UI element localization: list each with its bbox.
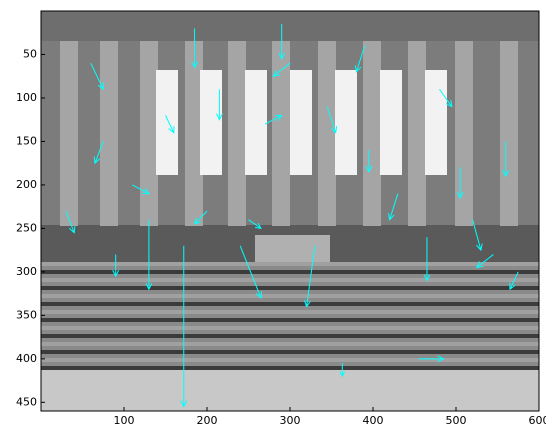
window — [380, 70, 402, 175]
column — [60, 41, 78, 226]
step — [41, 342, 539, 346]
page: {"chart_data": {"type": "quiver", "xlim"… — [0, 0, 546, 429]
window — [156, 70, 178, 175]
window — [425, 70, 447, 175]
step — [41, 310, 539, 314]
step — [41, 318, 539, 322]
x-tick-label: 100 — [114, 414, 135, 427]
column — [455, 41, 473, 226]
y-tick-label: 300 — [16, 265, 37, 278]
column — [272, 41, 290, 226]
step — [41, 278, 539, 282]
step — [41, 286, 539, 290]
y-tick-label: 50 — [23, 47, 37, 60]
x-tick-label: 400 — [363, 414, 384, 427]
column — [363, 41, 381, 226]
y-tick-label: 200 — [16, 178, 37, 191]
photo — [41, 11, 539, 411]
chart: 100 200 300 400 500 600 50 100 150 200 250 300 350 40… — [0, 0, 546, 429]
window — [290, 70, 312, 175]
y-tick-label: 350 — [16, 308, 37, 321]
x-tick-label: 200 — [197, 414, 218, 427]
window — [200, 70, 222, 175]
step — [41, 366, 539, 370]
step — [41, 358, 539, 362]
step — [41, 334, 539, 338]
y-tick-label: 150 — [16, 134, 37, 147]
y-tick-label: 100 — [16, 91, 37, 104]
x-tick-label: 600 — [529, 414, 546, 427]
column — [408, 41, 426, 226]
column — [140, 41, 158, 226]
column — [100, 41, 118, 226]
step — [41, 302, 539, 306]
step — [41, 294, 539, 298]
window — [245, 70, 267, 175]
step — [41, 350, 539, 354]
window — [335, 70, 357, 175]
column — [500, 41, 518, 226]
y-tick-label: 400 — [16, 352, 37, 365]
step — [41, 326, 539, 330]
y-tick-label: 450 — [16, 395, 37, 408]
x-tick-label: 300 — [280, 414, 301, 427]
x-tick-label: 500 — [446, 414, 467, 427]
column — [228, 41, 246, 226]
column — [318, 41, 336, 226]
y-tick-label: 250 — [16, 221, 37, 234]
